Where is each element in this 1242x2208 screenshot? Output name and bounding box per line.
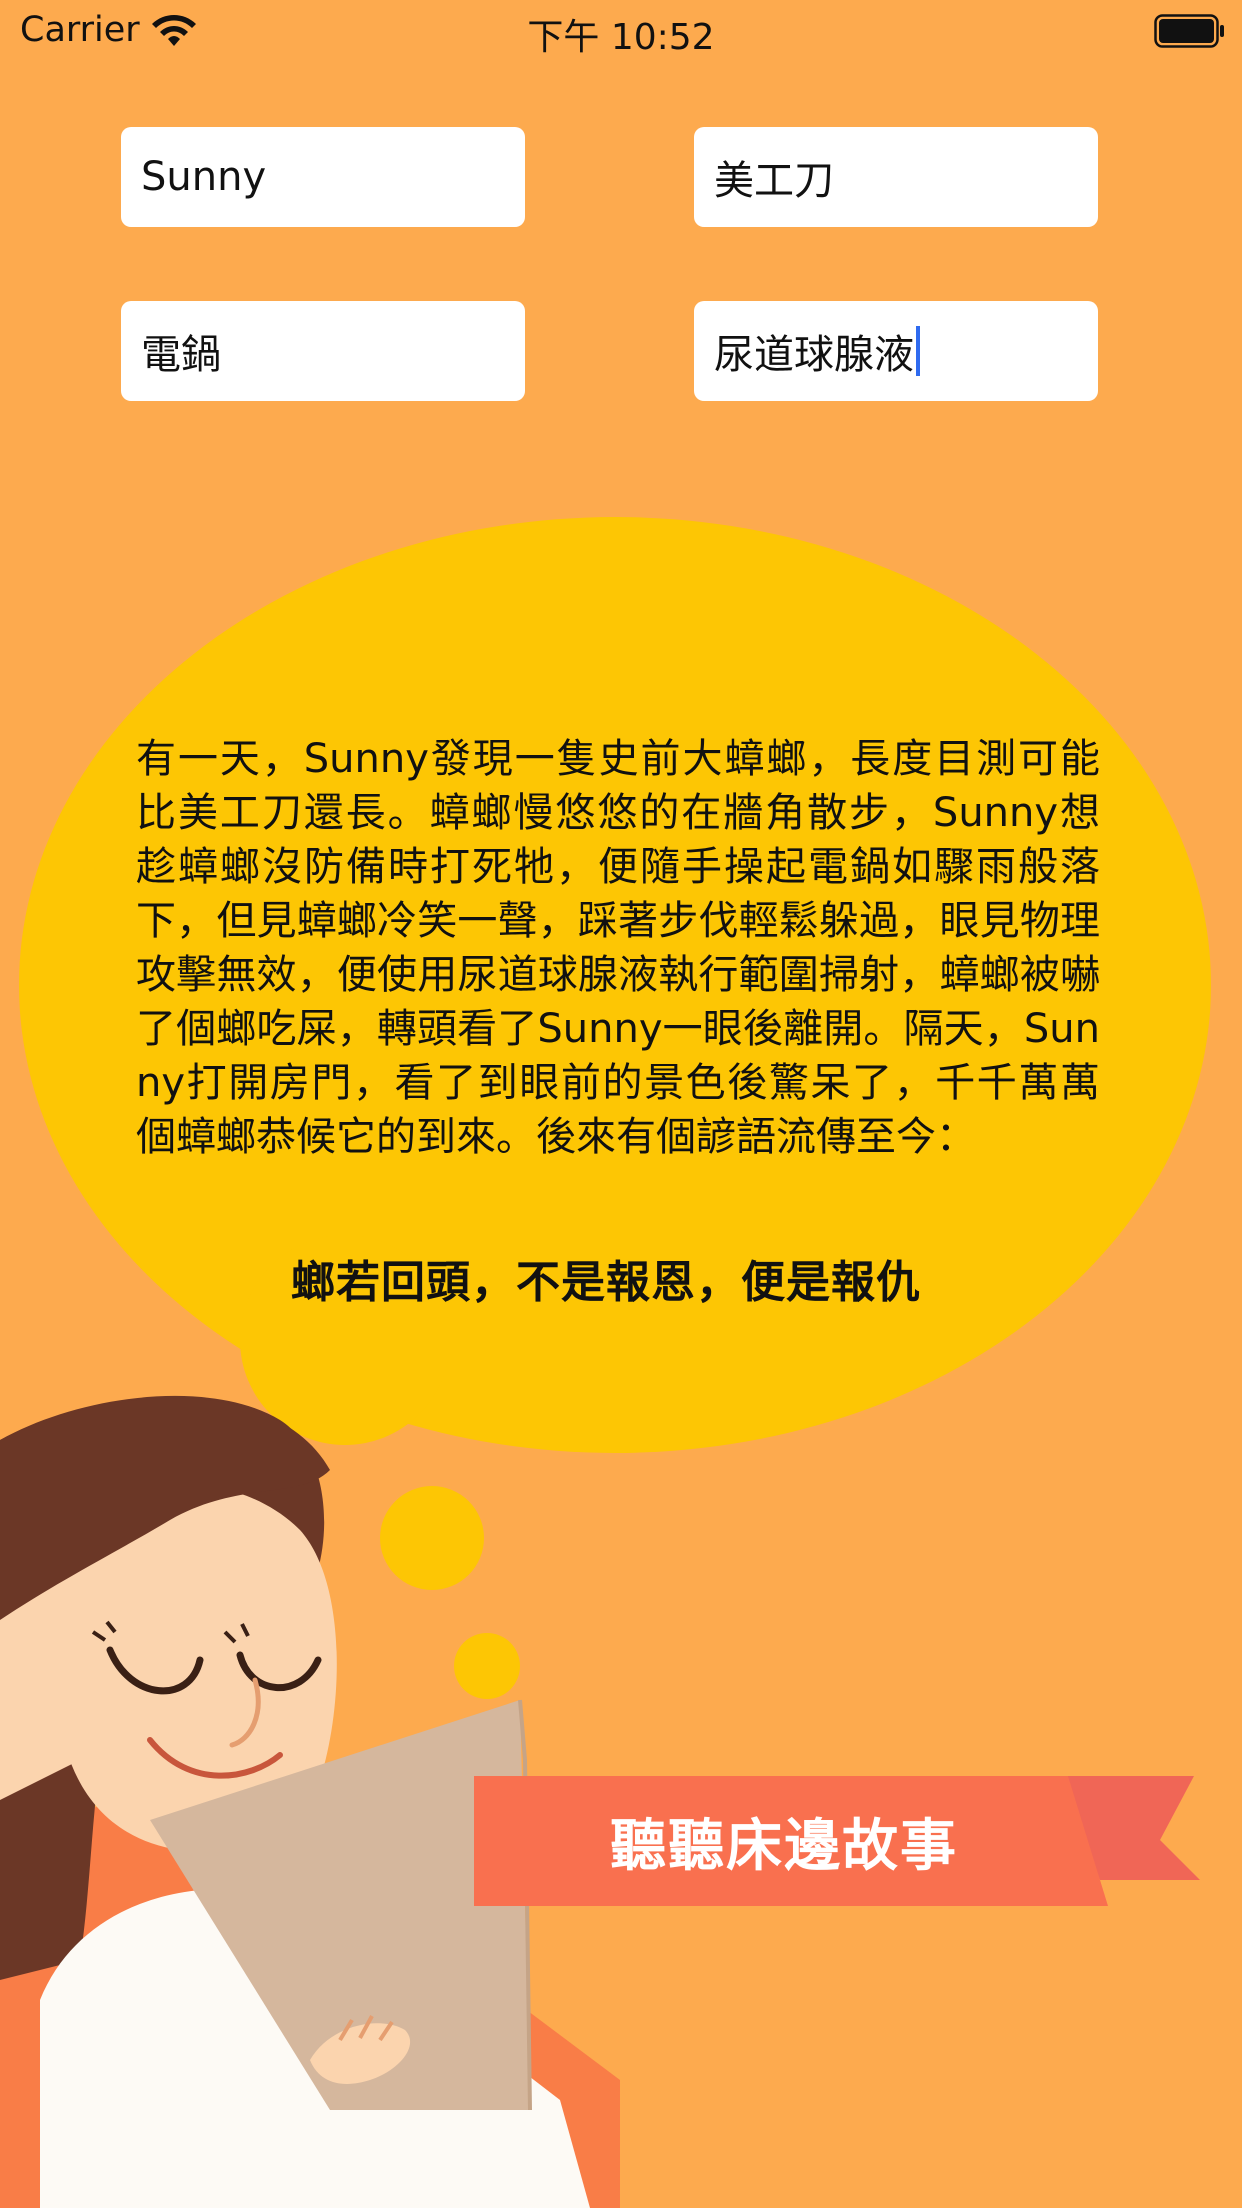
- status-time: 下午 10:52: [527, 17, 715, 58]
- text-caret: [916, 326, 920, 376]
- liquid-field-value: 尿道球腺液: [714, 332, 914, 378]
- carrier-label: Carrier: [20, 10, 140, 50]
- weapon-field-value: 電鍋: [141, 332, 221, 378]
- tell-story-label: 聽聽床邊故事: [610, 1813, 958, 1879]
- thought-bubble-dot-medium: [380, 1486, 484, 1590]
- item-field[interactable]: 美工刀: [694, 127, 1098, 227]
- ribbon-tail: [1060, 1776, 1200, 1880]
- thought-bubble-dot-small: [454, 1633, 520, 1699]
- ribbon-shape: [474, 1776, 1108, 1906]
- story-moral: 螂若回頭，不是報恩，便是報仇: [291, 1257, 921, 1308]
- name-field[interactable]: Sunny: [121, 127, 525, 227]
- girl-hand: [310, 2023, 411, 2084]
- girl-nose: [229, 1677, 261, 1748]
- weapon-field[interactable]: 電鍋: [121, 301, 525, 401]
- thought-bubble-tail-large: [240, 1235, 450, 1445]
- tell-story-button[interactable]: 聽聽床邊故事: [474, 1776, 1194, 1906]
- liquid-field[interactable]: 尿道球腺液: [694, 301, 1098, 401]
- story-paragraph: 有一天，Sunny發現一隻史前大蟑螂，長度目測可能比美工刀還長。蟑螂慢悠悠的在牆…: [136, 736, 1100, 1160]
- item-field-value: 美工刀: [714, 158, 834, 204]
- wifi-icon: [152, 15, 196, 46]
- thought-bubble: [19, 517, 1211, 1453]
- eye-icon: [236, 1651, 322, 1691]
- eye-icon: [106, 1646, 204, 1695]
- book-icon: [150, 1700, 530, 2110]
- status-bar: Carrier 下午 10:52: [0, 0, 1242, 64]
- girl-smile: [147, 1737, 283, 1779]
- name-field-value: Sunny: [141, 154, 267, 200]
- girl-hair-fringe: [0, 1398, 330, 1620]
- battery-icon: [1154, 14, 1224, 48]
